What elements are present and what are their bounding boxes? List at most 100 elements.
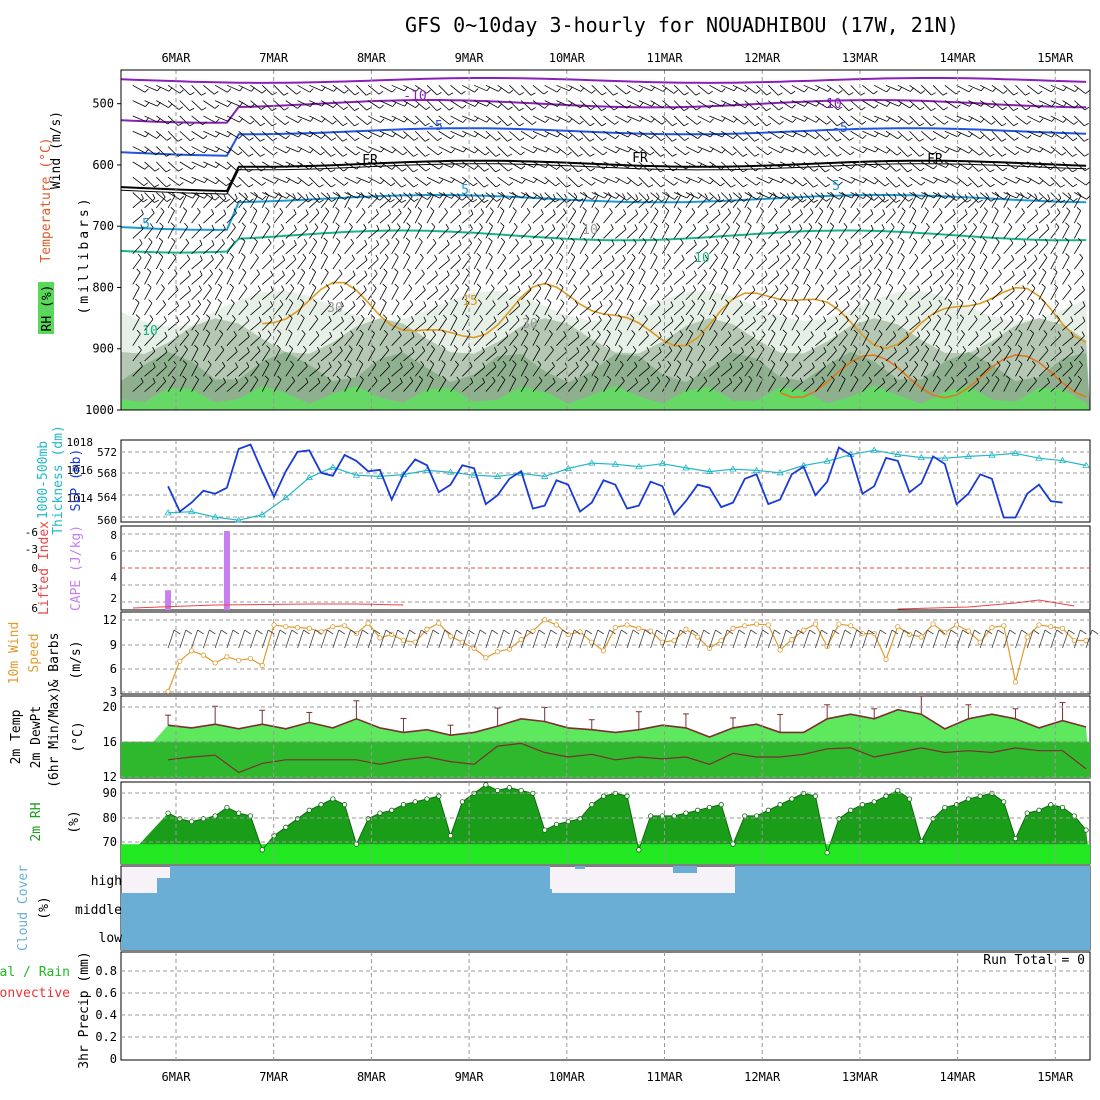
wind-barb	[191, 274, 203, 285]
series-point	[400, 637, 407, 644]
wind-barb	[567, 380, 578, 392]
wind-barb-flag	[398, 331, 402, 336]
wind-barb	[979, 304, 991, 316]
wind-barb-flag	[466, 329, 471, 335]
wind-barb	[1073, 364, 1083, 377]
wind-barb-flag	[144, 165, 149, 170]
wind-barb-flag	[819, 207, 824, 212]
series-point	[906, 796, 913, 802]
wind-barb-flag	[288, 329, 293, 334]
wind-barb	[874, 130, 888, 138]
wind-barb	[144, 335, 155, 346]
wind-barb-flag	[741, 347, 744, 353]
top-date-label: 13MAR	[842, 51, 879, 65]
wind-barb	[873, 629, 881, 649]
wind-barb	[367, 259, 379, 270]
wind-barb-flag	[266, 345, 271, 350]
wind-barb	[461, 287, 470, 300]
wind-barb	[332, 305, 344, 316]
wind-barb-flag	[1014, 151, 1020, 156]
wind-barb	[956, 176, 968, 187]
wind-barb-flag	[599, 301, 603, 306]
wind-barb-flag	[407, 268, 412, 273]
wind-barb-flag	[596, 222, 601, 228]
wind-barb	[144, 198, 156, 209]
wind-barb	[1038, 257, 1048, 270]
wind-barb-flag	[230, 237, 235, 243]
series-point	[1012, 835, 1019, 842]
wind-barb-flag	[501, 237, 506, 243]
wind-barb-flag	[621, 269, 625, 274]
wind-barb	[356, 211, 366, 224]
wind-barb	[944, 146, 958, 153]
wind-barb-flag	[874, 104, 879, 109]
wind-barb-flag	[234, 346, 238, 352]
wind-barb	[956, 100, 970, 107]
wind-barb-flag	[179, 195, 185, 200]
wind-barb	[332, 364, 342, 377]
series-point	[1048, 802, 1054, 808]
wind-barb	[367, 115, 381, 123]
wind-barb	[450, 288, 459, 300]
wind-barb-flag	[982, 253, 988, 258]
wind-barb	[356, 130, 369, 140]
wind-barb	[732, 351, 744, 362]
wind-barb-flag	[178, 106, 184, 110]
wind-barb-flag	[559, 283, 564, 288]
wind-barb-flag	[597, 330, 601, 335]
wind-barb-flag	[1070, 331, 1074, 337]
wind-barb-flag	[209, 193, 214, 198]
wind-barb-flag	[222, 361, 226, 367]
wind-barb-flag	[442, 375, 447, 380]
wind-barb	[203, 244, 215, 255]
series-point	[412, 799, 418, 805]
wind-barb-flag	[915, 346, 920, 351]
wind-barb	[473, 271, 481, 285]
wind-barb	[391, 115, 405, 123]
wind-barb	[391, 100, 405, 107]
wind-barb	[473, 84, 488, 92]
wind-barb-flag	[135, 298, 140, 303]
wind-barb	[626, 366, 638, 377]
wind-barb	[968, 256, 976, 270]
wind-barb	[720, 629, 728, 649]
series-point	[200, 652, 206, 658]
wind-barb	[144, 287, 152, 300]
wind-barb	[779, 146, 794, 153]
wind-barb	[697, 258, 708, 270]
wind-barb	[132, 365, 143, 377]
wind-barb	[403, 351, 415, 362]
wind-barb-flag	[715, 238, 720, 244]
wind-barb-flag	[962, 238, 967, 244]
wind-barb	[932, 115, 945, 125]
wind-barb-flag	[767, 151, 773, 156]
wind-barb	[579, 84, 592, 94]
wind-barb	[638, 335, 649, 346]
wind-barb	[356, 333, 364, 346]
wind-barb	[556, 271, 564, 285]
wind-barb	[403, 84, 417, 92]
wind-barb	[179, 305, 191, 316]
series-point	[342, 623, 348, 629]
wind-barb	[450, 333, 458, 346]
wind-barb	[662, 210, 670, 224]
wind-barb-flag	[720, 182, 725, 187]
series-point	[258, 510, 266, 518]
wind-barb	[273, 318, 283, 331]
ylabel-cape: CAPE (J/kg)	[69, 525, 84, 611]
wind-barb	[532, 115, 546, 123]
wind-barb-flag	[198, 285, 202, 291]
wind-tick-label: 6	[110, 662, 117, 676]
wind-barb-flag	[545, 132, 550, 138]
rh-tick-label: 70	[103, 835, 117, 849]
wind-barb-flag	[727, 208, 732, 214]
wind-barb-flag	[920, 181, 926, 186]
wind-barb	[308, 227, 319, 239]
wind-barb-flag	[1072, 169, 1077, 173]
wind-barb-flag	[948, 345, 953, 350]
wind-barb-flag	[380, 132, 385, 138]
wind-barb-flag	[142, 198, 148, 203]
wind-barb-flag	[358, 344, 364, 349]
wind-barb-flag	[154, 184, 159, 188]
wind-barb-flag	[690, 314, 694, 319]
